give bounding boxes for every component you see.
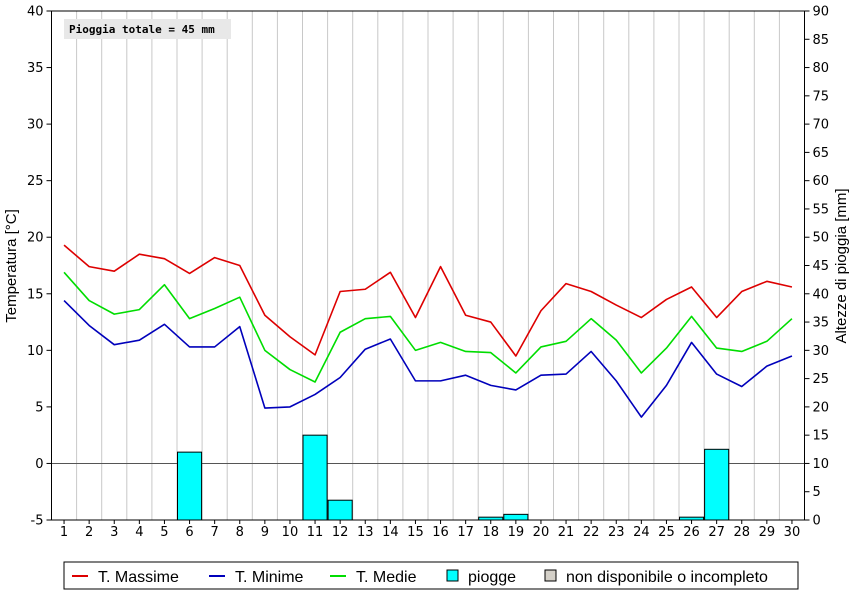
x-tick-label: 16 [432,525,449,540]
x-tick-label: 4 [135,525,143,540]
y-tick-label: 15 [27,287,44,302]
y-tick-label: 35 [27,61,44,76]
y-tick-label: -5 [31,514,44,529]
temperature-lines [63,244,793,418]
x-tick-label: 5 [160,525,168,540]
x-tick-label: 25 [658,525,675,540]
x-tick-label: 29 [759,525,776,540]
y2-tick-label: 0 [813,514,821,529]
y2-tick-label: 70 [813,118,830,133]
legend-label: piogge [468,569,516,586]
x-tick-label: 1 [60,525,68,540]
x-tick-label: 3 [110,525,118,540]
x-tick-label: 24 [633,525,650,540]
y-axis-title: Temperatura [°C] [3,209,20,323]
legend-swatch-box [446,569,459,582]
series-line-t-massime [63,244,793,357]
x-tick-label: 13 [357,525,374,540]
legend-label: T. Massime [98,569,179,586]
legend-label: T. Medie [356,569,417,586]
y2-tick-label: 55 [813,202,830,217]
y-tick-label: 10 [27,344,44,359]
x-tick-label: 15 [407,525,424,540]
x-tick-label: 22 [583,525,600,540]
rain-bar [177,451,203,521]
y2-tick-label: 35 [813,316,830,331]
legend: T. Massime T. Minime T. Medie piogge non dis… [63,561,799,590]
x-tick-label: 20 [533,525,550,540]
y-tick-label: 30 [27,118,44,133]
x-tick-label: 27 [708,525,725,540]
series-line-t-medie [63,271,793,383]
x-tick-label: 11 [307,525,324,540]
y-tick-label: 25 [27,174,44,189]
total-rain-label: Pioggia totale = 45 mm [69,23,215,36]
x-tick-label: 23 [608,525,625,540]
x-tick-label: 30 [784,525,801,540]
y2-tick-label: 30 [813,344,830,359]
x-tick-label: 18 [482,525,499,540]
x-tick-label: 10 [282,525,299,540]
x-tick-label: 19 [508,525,525,540]
series-line-t-minime [63,299,793,418]
x-tick-label: 14 [382,525,399,540]
y2-tick-label: 5 [813,485,821,500]
grid [51,11,805,520]
y2-tick-label: 10 [813,457,830,472]
y-tick-label: 5 [35,400,43,415]
y2-tick-label: 90 [813,5,830,20]
x-tick-label: 9 [261,525,269,540]
rain-bars [177,434,730,521]
y2-tick-label: 85 [813,33,830,48]
legend-label: T. Minime [235,569,304,586]
y-tick-label: 20 [27,231,44,246]
tick-labels: -505101520253035400510152025303540455055… [27,5,829,541]
x-tick-label: 26 [683,525,700,540]
y-tick-label: 0 [35,457,43,472]
y-tick-label: 40 [27,5,44,20]
y2-axis-title: Altezze di pioggia [mm] [833,188,850,343]
y2-tick-label: 25 [813,372,830,387]
y2-tick-label: 50 [813,231,830,246]
plot-border [51,10,805,521]
plot-frame [46,10,810,524]
y2-tick-label: 45 [813,259,830,274]
y2-tick-label: 40 [813,287,830,302]
x-tick-label: 2 [85,525,93,540]
x-tick-label: 12 [332,525,349,540]
x-tick-label: 17 [457,525,474,540]
y2-tick-label: 15 [813,429,830,444]
x-tick-label: 8 [236,525,244,540]
x-tick-label: 21 [558,525,575,540]
y2-tick-label: 80 [813,61,830,76]
legend-label: non disponibile o incompleto [566,569,768,586]
x-tick-label: 28 [733,525,750,540]
rain-bar [704,448,730,521]
y2-tick-label: 20 [813,400,830,415]
y2-tick-label: 60 [813,174,830,189]
y2-tick-label: 75 [813,89,830,104]
total-rain-box: Pioggia totale = 45 mm [64,19,231,39]
x-tick-label: 6 [185,525,193,540]
rain-bar [302,434,328,521]
x-tick-label: 7 [211,525,219,540]
legend-swatch-box [544,569,557,582]
rain-bar [327,499,353,521]
y2-tick-label: 65 [813,146,830,161]
rain-bar [503,513,529,521]
